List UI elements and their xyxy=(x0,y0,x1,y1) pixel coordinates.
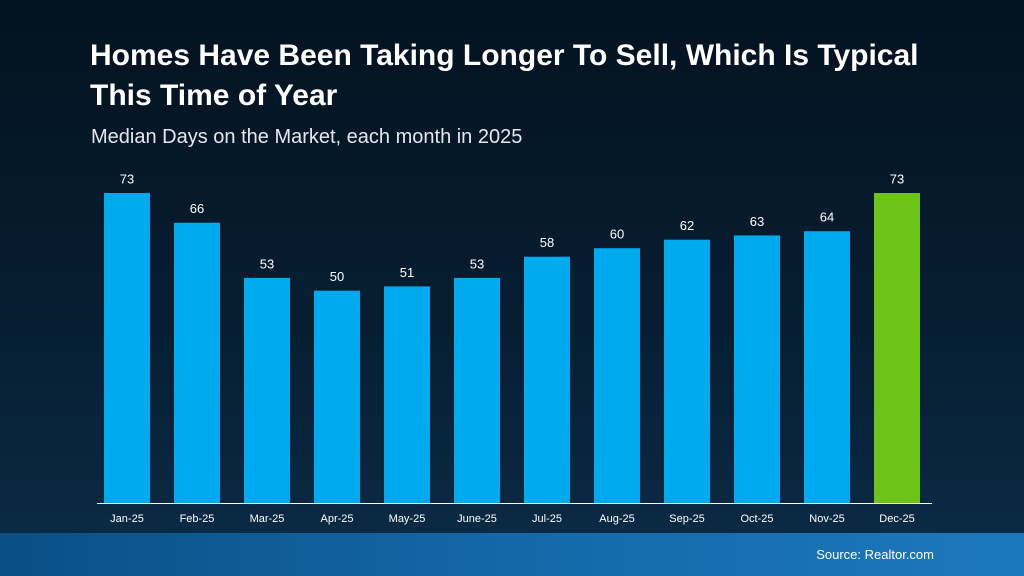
x-tick-label: Sep-25 xyxy=(669,513,704,525)
value-label: 73 xyxy=(120,171,134,186)
chart-title: Homes Have Been Taking Longer To Sell, W… xyxy=(90,39,919,112)
x-tick-label: Jan-25 xyxy=(110,513,144,525)
chart: Jan-25 73 Feb-25 66 Mar-25 53 Apr-25 50 May-25 51… xyxy=(104,171,920,525)
x-tick-label: Mar-25 xyxy=(250,513,285,525)
x-tick-label: Nov-25 xyxy=(809,513,844,525)
bar xyxy=(874,193,920,503)
chart-subtitle: Median Days on the Market, each month in… xyxy=(91,126,523,148)
value-label: 50 xyxy=(330,269,344,284)
bar xyxy=(594,248,640,503)
bar xyxy=(524,256,570,503)
bar xyxy=(804,231,850,503)
bar xyxy=(384,286,430,503)
value-label: 64 xyxy=(820,210,834,225)
value-label: 66 xyxy=(190,201,204,216)
value-label: 63 xyxy=(750,214,764,229)
bar xyxy=(734,235,780,503)
bar xyxy=(314,290,360,503)
x-tick-label: Feb-25 xyxy=(180,513,215,525)
value-label: 73 xyxy=(890,171,904,186)
value-label: 53 xyxy=(470,256,484,271)
bar xyxy=(664,239,710,503)
bar xyxy=(244,277,290,503)
x-tick-label: Oct-25 xyxy=(740,513,773,525)
x-tick-label: Jul-25 xyxy=(532,513,562,525)
x-tick-label: Dec-25 xyxy=(879,513,914,525)
value-label: 60 xyxy=(610,227,624,242)
value-label: 53 xyxy=(260,256,274,271)
bar xyxy=(174,222,220,504)
value-label: 51 xyxy=(400,265,414,280)
x-tick-label: Apr-25 xyxy=(320,513,353,525)
value-label: 62 xyxy=(680,218,694,233)
x-tick-label: June-25 xyxy=(457,513,497,525)
footer-band: Source: Realtor.com xyxy=(0,533,1024,576)
bar xyxy=(104,193,150,503)
value-label: 58 xyxy=(540,235,554,250)
x-tick-label: May-25 xyxy=(389,513,426,525)
source-note: Source: Realtor.com xyxy=(816,547,934,562)
bar xyxy=(454,277,500,503)
x-tick-label: Aug-25 xyxy=(599,513,634,525)
